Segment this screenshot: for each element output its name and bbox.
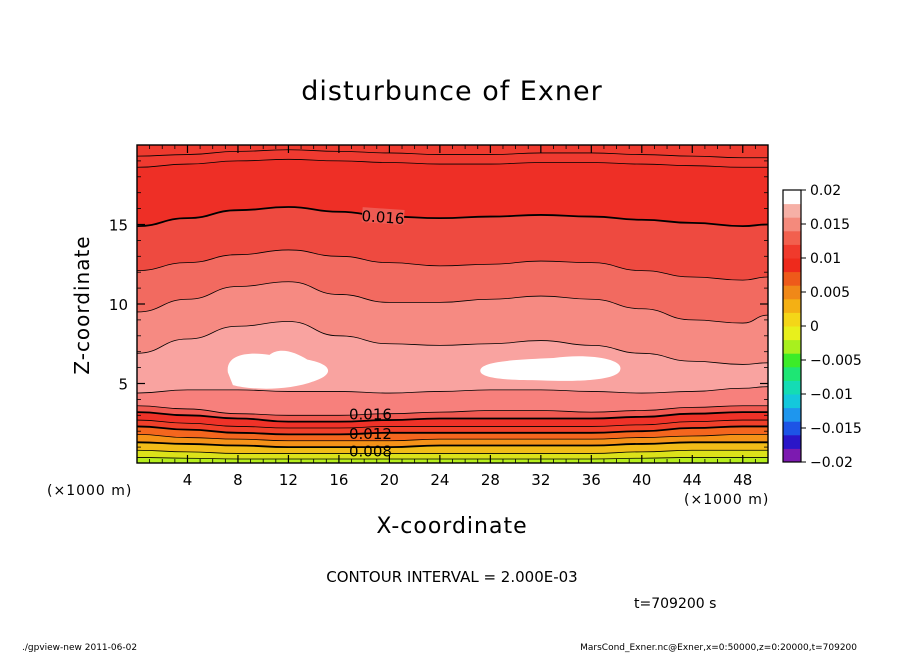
colorbar-segment — [783, 366, 801, 381]
footer-source: MarsCond_Exner.nc@Exner,x=0:50000,z=0:20… — [580, 643, 857, 653]
contour-line-6 — [137, 386, 768, 394]
y-tick-label: 15 — [109, 217, 128, 235]
contour-line-9 — [137, 419, 768, 429]
x-tick-label: 20 — [380, 471, 399, 489]
contour-label: 0.008 — [349, 442, 392, 460]
colorbar-tick-label: 0.02 — [810, 183, 841, 199]
colorbar-segment — [783, 190, 801, 205]
colorbar-segment — [783, 353, 801, 368]
contour-interval-text: CONTOUR INTERVAL = 2.000E-03 — [326, 568, 578, 586]
contour-label-bg — [361, 207, 405, 225]
contour-lines — [137, 149, 768, 460]
colorbar-segment — [783, 217, 801, 232]
contour-label: 0.016 — [361, 207, 405, 228]
x-tick-label: 32 — [531, 471, 550, 489]
x-axis-unit: (×1000 m) — [684, 492, 770, 508]
contour-line-11 — [137, 433, 768, 442]
y-tick-label: 10 — [109, 296, 128, 314]
colorbar-segment — [783, 244, 801, 259]
colorbar-segment — [783, 394, 801, 409]
colorbar-segment — [783, 230, 801, 245]
colorbar: 0.02 0.015 0.01 0.005 0 −0.005 −0.01 −0.015 −0.0… — [782, 183, 862, 471]
contour-label: 0.016 — [349, 406, 392, 424]
x-tick-label: 36 — [582, 471, 601, 489]
colorbar-tick-label: −0.015 — [810, 421, 862, 437]
colorbar-segment — [783, 326, 801, 341]
contour-line-1 — [137, 158, 768, 168]
maximum-blob-left — [227, 350, 329, 389]
contour-line-7 — [137, 405, 768, 416]
x-tick-label: 48 — [733, 471, 752, 489]
x-tick-label: 40 — [632, 471, 651, 489]
contour-line-5 — [137, 321, 768, 365]
colorbar-segment — [783, 312, 801, 327]
colorbar-tick-label: 0 — [810, 319, 819, 335]
x-axis-label: X-coordinate — [376, 514, 528, 539]
colorbar-segment — [783, 258, 801, 273]
x-tick-label: 4 — [183, 471, 193, 489]
colorbar-segment — [783, 448, 801, 463]
colorbar-segment — [783, 271, 801, 286]
colorbar-tick-label: −0.005 — [810, 353, 862, 369]
colorbar-segment — [783, 298, 801, 313]
colorbar-segment — [783, 285, 801, 300]
contour-line-3 — [137, 249, 768, 281]
colorbar-tick-label: −0.02 — [810, 455, 853, 471]
colorbar-tick-label: 0.01 — [810, 251, 841, 267]
colorbar-tick-label: −0.01 — [810, 387, 853, 403]
x-tick-label: 44 — [683, 471, 702, 489]
contour-line-10 — [137, 425, 768, 436]
colorbar-segment — [783, 421, 801, 436]
x-tick-label: 8 — [233, 471, 243, 489]
colorbar-segment — [783, 407, 801, 422]
colorbar-segment — [783, 380, 801, 395]
footer-program-date: ./gpview-new 2011-06-02 — [22, 643, 138, 653]
colorbar-tick-label: 0.005 — [810, 285, 850, 301]
x-tick-label: 16 — [329, 471, 348, 489]
chart-title: disturbunce of Exner — [301, 76, 603, 107]
contour-line-12 — [137, 441, 768, 448]
contour-line-0 — [137, 149, 768, 159]
contour-line-8 — [137, 411, 768, 423]
maximum-blob-right — [480, 356, 621, 381]
x-tick-label: 12 — [279, 471, 298, 489]
contour-line-2 — [137, 206, 768, 227]
contour-line-4 — [137, 281, 768, 324]
x-tick-label: 24 — [430, 471, 449, 489]
colorbar-segment — [783, 339, 801, 354]
time-label: t=709200 s — [634, 596, 717, 612]
y-axis-label: Z-coordinate — [70, 235, 94, 375]
y-axis-unit: (×1000 m) — [47, 483, 133, 499]
colorbar-tick-label: 0.015 — [810, 217, 850, 233]
x-tick-label: 28 — [481, 471, 500, 489]
colorbar-segment — [783, 203, 801, 218]
colorbar-segment — [783, 434, 801, 449]
contour-line-13 — [137, 449, 768, 454]
y-tick-label: 5 — [118, 376, 128, 394]
contour-label: 0.012 — [349, 425, 392, 443]
